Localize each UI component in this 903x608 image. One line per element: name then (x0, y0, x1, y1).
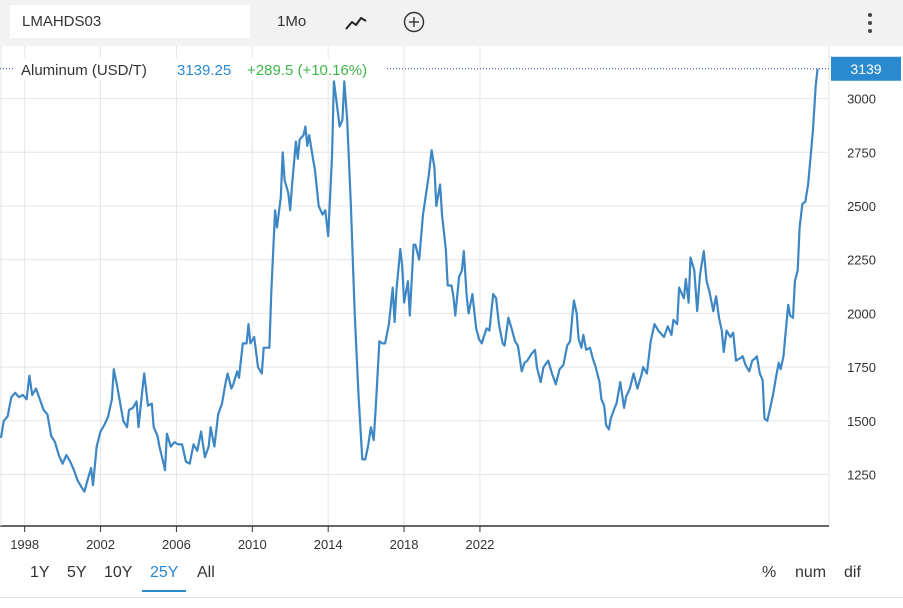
range-button-all[interactable]: All (197, 564, 215, 581)
legend-series-value: 3139.25 (177, 62, 231, 79)
line-chart-icon[interactable] (344, 12, 368, 32)
y-tick-label: 2500 (847, 199, 876, 214)
range-button-1y[interactable]: 1Y (30, 564, 50, 581)
range-button-25y[interactable]: 25Y (142, 564, 187, 592)
mode-button-dif[interactable]: dif (844, 564, 861, 581)
plus-circle-icon[interactable] (403, 11, 425, 33)
mode-button-percent[interactable]: % (762, 564, 777, 581)
x-tick-label: 2018 (390, 537, 419, 552)
price-chart[interactable]: 1250 1500 1750 2000 2250 2500 2750 3000 1998 200… (0, 46, 903, 558)
chart-area[interactable]: 1250 1500 1750 2000 2250 2500 2750 3000 1998 200… (0, 46, 903, 558)
mode-button-num[interactable]: num (795, 564, 827, 581)
y-tick-label: 1750 (847, 360, 876, 375)
range-selector: 1Y 5Y 10Y 25Y All % num dif (0, 558, 903, 598)
y-axis-ticks: 1250 1500 1750 2000 2250 2500 2750 3000 (847, 92, 876, 483)
range-button-10y[interactable]: 10Y (104, 564, 133, 581)
vertical-dots-icon[interactable] (864, 11, 876, 35)
x-tick-label: 2002 (86, 537, 115, 552)
legend-series-name: Aluminum (USD/T) (21, 62, 147, 79)
y-tick-label: 1500 (847, 414, 876, 429)
y-tick-label: 2750 (847, 145, 876, 160)
x-tick-label: 2014 (314, 537, 343, 552)
x-tick-label: 2022 (465, 537, 494, 552)
last-price-tag-label: 3139 (850, 61, 881, 77)
bottom-border (0, 597, 903, 598)
x-tick-label: 2010 (238, 537, 267, 552)
interval-button[interactable]: 1Mo (277, 13, 307, 30)
grid-lines (0, 46, 829, 526)
y-tick-label: 3000 (847, 92, 876, 107)
x-tick-label: 1998 (10, 537, 39, 552)
y-tick-label: 2250 (847, 253, 876, 268)
legend-series-change: +289.5 (+10.16%) (247, 62, 367, 79)
symbol-input[interactable]: LMAHDS03 (10, 5, 250, 38)
x-tick-label: 2006 (162, 537, 191, 552)
last-price-tag (831, 56, 901, 81)
series-line-aluminum (0, 68, 819, 493)
legend-background (14, 58, 386, 80)
y-tick-label: 1250 (847, 467, 876, 482)
y-tick-label: 2000 (847, 306, 876, 321)
range-button-5y[interactable]: 5Y (67, 564, 87, 581)
x-axis-ticks: 1998 2002 2006 2010 2014 2018 2022 (10, 526, 494, 552)
chart-toolbar: LMAHDS03 1Mo (0, 0, 903, 46)
